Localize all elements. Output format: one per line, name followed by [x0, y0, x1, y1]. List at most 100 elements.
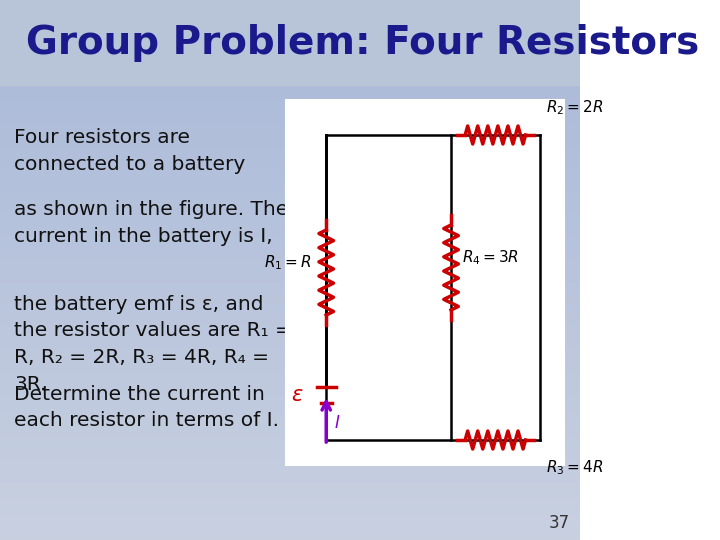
Bar [0, 321, 580, 324]
Bar [0, 8, 580, 11]
Bar [0, 108, 580, 111]
Bar [0, 30, 580, 32]
Text: 37: 37 [549, 514, 570, 532]
Bar [0, 11, 580, 14]
Bar [0, 224, 580, 227]
Bar [0, 256, 580, 259]
Bar [0, 500, 580, 502]
Bar [0, 140, 580, 143]
Bar [0, 265, 580, 267]
Bar [286, 100, 564, 465]
Bar [0, 70, 580, 73]
Bar [0, 38, 580, 40]
Bar [0, 119, 580, 122]
Bar [0, 243, 580, 246]
Bar [0, 402, 580, 405]
Bar [0, 221, 580, 224]
Bar [0, 24, 580, 27]
Bar [0, 405, 580, 408]
Bar [0, 454, 580, 456]
Bar [0, 456, 580, 459]
Bar [0, 216, 580, 219]
Bar [0, 408, 580, 410]
Bar [0, 238, 580, 240]
Bar [0, 526, 580, 529]
Bar [0, 435, 580, 437]
Bar [0, 19, 580, 22]
Text: Four resistors are
connected to a battery: Four resistors are connected to a batter… [14, 128, 246, 173]
Text: $\varepsilon$: $\varepsilon$ [291, 385, 304, 405]
Bar [0, 364, 580, 367]
Bar [0, 491, 580, 494]
Bar [0, 113, 580, 116]
Bar [0, 0, 580, 3]
Bar [0, 200, 580, 202]
Bar [0, 230, 580, 232]
Bar [0, 346, 580, 348]
Bar [0, 94, 580, 97]
Bar [0, 278, 580, 281]
Bar [0, 186, 580, 189]
Text: $R_4 = 3R$: $R_4 = 3R$ [462, 248, 519, 267]
Bar [0, 518, 580, 521]
Bar [0, 437, 580, 440]
Bar [0, 356, 580, 359]
Bar [0, 16, 580, 19]
Bar [0, 65, 580, 68]
Bar [0, 513, 580, 516]
Bar [0, 451, 580, 454]
Bar [0, 284, 580, 286]
Bar [0, 316, 580, 319]
Bar [0, 176, 580, 178]
Bar [0, 383, 580, 386]
Bar [0, 103, 580, 105]
Bar [0, 105, 580, 108]
Text: Group Problem: Four Resistors: Group Problem: Four Resistors [26, 24, 699, 62]
Text: as shown in the figure. The
current in the battery is I,: as shown in the figure. The current in t… [14, 200, 289, 246]
Bar [0, 197, 580, 200]
Bar [0, 421, 580, 424]
Bar [0, 46, 580, 49]
Bar [0, 122, 580, 124]
Bar [0, 467, 580, 470]
Bar [0, 151, 580, 154]
Bar [0, 154, 580, 157]
Bar [0, 5, 580, 8]
Bar [0, 100, 580, 103]
Bar [0, 510, 580, 513]
Bar [0, 97, 580, 100]
Bar [0, 219, 580, 221]
Bar [0, 116, 580, 119]
Bar [0, 448, 580, 451]
Bar [0, 505, 580, 508]
Text: the battery emf is ε, and
the resistor values are R₁ =
R, R₂ = 2R, R₃ = 4R, R₄ =: the battery emf is ε, and the resistor v… [14, 295, 292, 394]
Bar [0, 329, 580, 332]
Bar [0, 262, 580, 265]
Bar [0, 27, 580, 30]
Bar [0, 459, 580, 462]
Bar [0, 232, 580, 235]
Bar [0, 370, 580, 373]
Bar [0, 486, 580, 489]
Bar [0, 410, 580, 413]
Bar [0, 338, 580, 340]
Bar [0, 76, 580, 78]
Bar [0, 49, 580, 51]
Bar [0, 340, 580, 343]
Bar [0, 89, 580, 92]
Bar [0, 386, 580, 389]
Bar [0, 508, 580, 510]
Bar [0, 132, 580, 135]
Bar [0, 54, 580, 57]
Bar [0, 111, 580, 113]
Bar [0, 32, 580, 35]
Bar [0, 537, 580, 540]
Bar [0, 35, 580, 38]
Bar [0, 59, 580, 62]
Bar [0, 310, 580, 313]
Bar [0, 127, 580, 130]
Bar [0, 189, 580, 192]
Bar [0, 367, 580, 370]
Bar [0, 248, 580, 251]
Bar [0, 532, 580, 535]
